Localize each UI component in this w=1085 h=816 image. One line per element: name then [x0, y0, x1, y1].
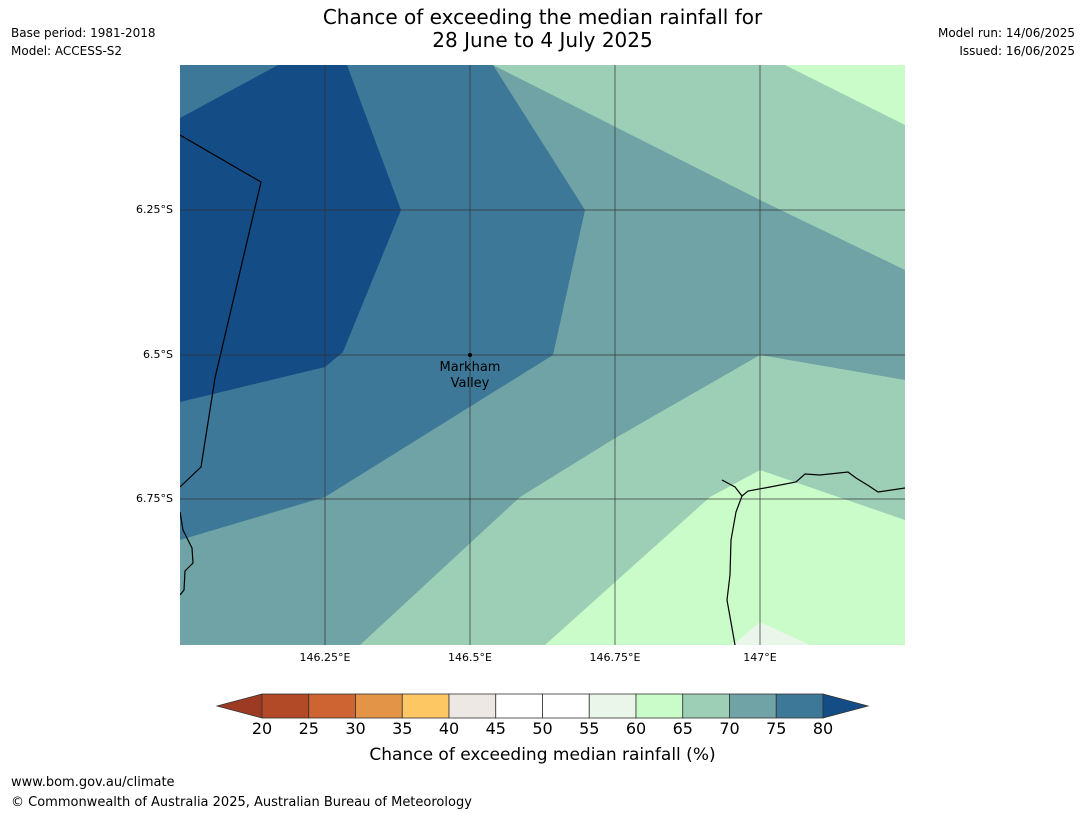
colorbar-tick-label: 30 — [345, 719, 366, 738]
colorbar-title: Chance of exceeding median rainfall (%) — [369, 745, 716, 765]
colorbar-bin — [775, 693, 824, 719]
border-line — [180, 134, 262, 488]
footer-url[interactable]: www.bom.gov.au/climate — [11, 775, 175, 790]
lon-tick: 146.5°E — [448, 651, 492, 664]
lon-tick: 146.75°E — [589, 651, 641, 664]
model-text: Model: ACCESS-S2 — [11, 44, 123, 58]
lat-tick: 6.75°S — [136, 492, 173, 505]
colorbar-tick-label: 60 — [625, 719, 647, 738]
colorbar-tick-label: 35 — [392, 719, 413, 738]
map-title: Chance of exceeding the median rainfall … — [0, 6, 1085, 52]
colorbar-tick-label: 50 — [532, 719, 553, 738]
colorbar-over-arrow — [822, 693, 870, 719]
band-55-60 — [733, 622, 810, 645]
lat-tick: 6.5°S — [143, 348, 173, 361]
colorbar-tick-label: 25 — [298, 719, 319, 738]
colorbar-bin — [542, 693, 590, 719]
map-contours — [180, 65, 905, 645]
colorbar-bin — [401, 693, 450, 719]
lon-tick: 147°E — [743, 651, 777, 664]
colorbar-tick-label: 80 — [812, 719, 834, 738]
colorbar-tick-label: 65 — [672, 719, 693, 738]
markham-valley-marker — [468, 353, 472, 357]
header-left: Base period: 1981-2018 Model: ACCESS-S2 — [11, 24, 156, 60]
issued-text: Issued: 16/06/2025 — [959, 44, 1075, 58]
colorbar-under-arrow — [215, 693, 263, 719]
footer-copyright: © Commonwealth of Australia 2025, Austra… — [11, 795, 472, 810]
lon-tick: 146.25°E — [299, 651, 351, 664]
band-60-65-top — [785, 65, 905, 125]
colorbar-tick-label: 75 — [766, 719, 787, 738]
colorbar-bin — [308, 693, 356, 719]
colorbar-bin — [635, 693, 684, 719]
model-run-text: Model run: 14/06/2025 — [937, 26, 1075, 40]
river-coast — [726, 495, 743, 645]
colorbar-tick-label: 70 — [719, 719, 740, 738]
colorbar — [215, 693, 870, 719]
place-name-line-1: Markham — [439, 360, 501, 375]
colorbar-bin — [682, 693, 730, 719]
lat-tick: 6.25°S — [136, 203, 173, 216]
colorbar-tick-label: 55 — [579, 719, 600, 738]
colorbar-bin — [448, 693, 497, 719]
colorbar-bin — [729, 693, 777, 719]
title-line-1: Chance of exceeding the median rainfall … — [322, 5, 763, 29]
header-right: Model run: 14/06/2025 Issued: 16/06/2025 — [938, 24, 1075, 60]
colorbar-tick-label: 20 — [251, 719, 273, 738]
band-above-80 — [180, 65, 401, 402]
place-name-line-2: Valley — [450, 376, 490, 391]
colorbar-tick-label: 45 — [485, 719, 506, 738]
band-60-65-bottom — [545, 470, 905, 645]
coastline-west — [180, 511, 194, 596]
base-period-text: Base period: 1981-2018 — [11, 26, 156, 40]
colorbar-bin — [355, 693, 403, 719]
title-line-2: 28 June to 4 July 2025 — [432, 28, 653, 52]
colorbar-bin — [261, 693, 310, 719]
colorbar-bin — [495, 693, 543, 719]
colorbar-bin — [588, 693, 637, 719]
place-label-markham-valley: Markham Valley — [420, 360, 520, 392]
colorbar-tick-label: 40 — [438, 719, 460, 738]
